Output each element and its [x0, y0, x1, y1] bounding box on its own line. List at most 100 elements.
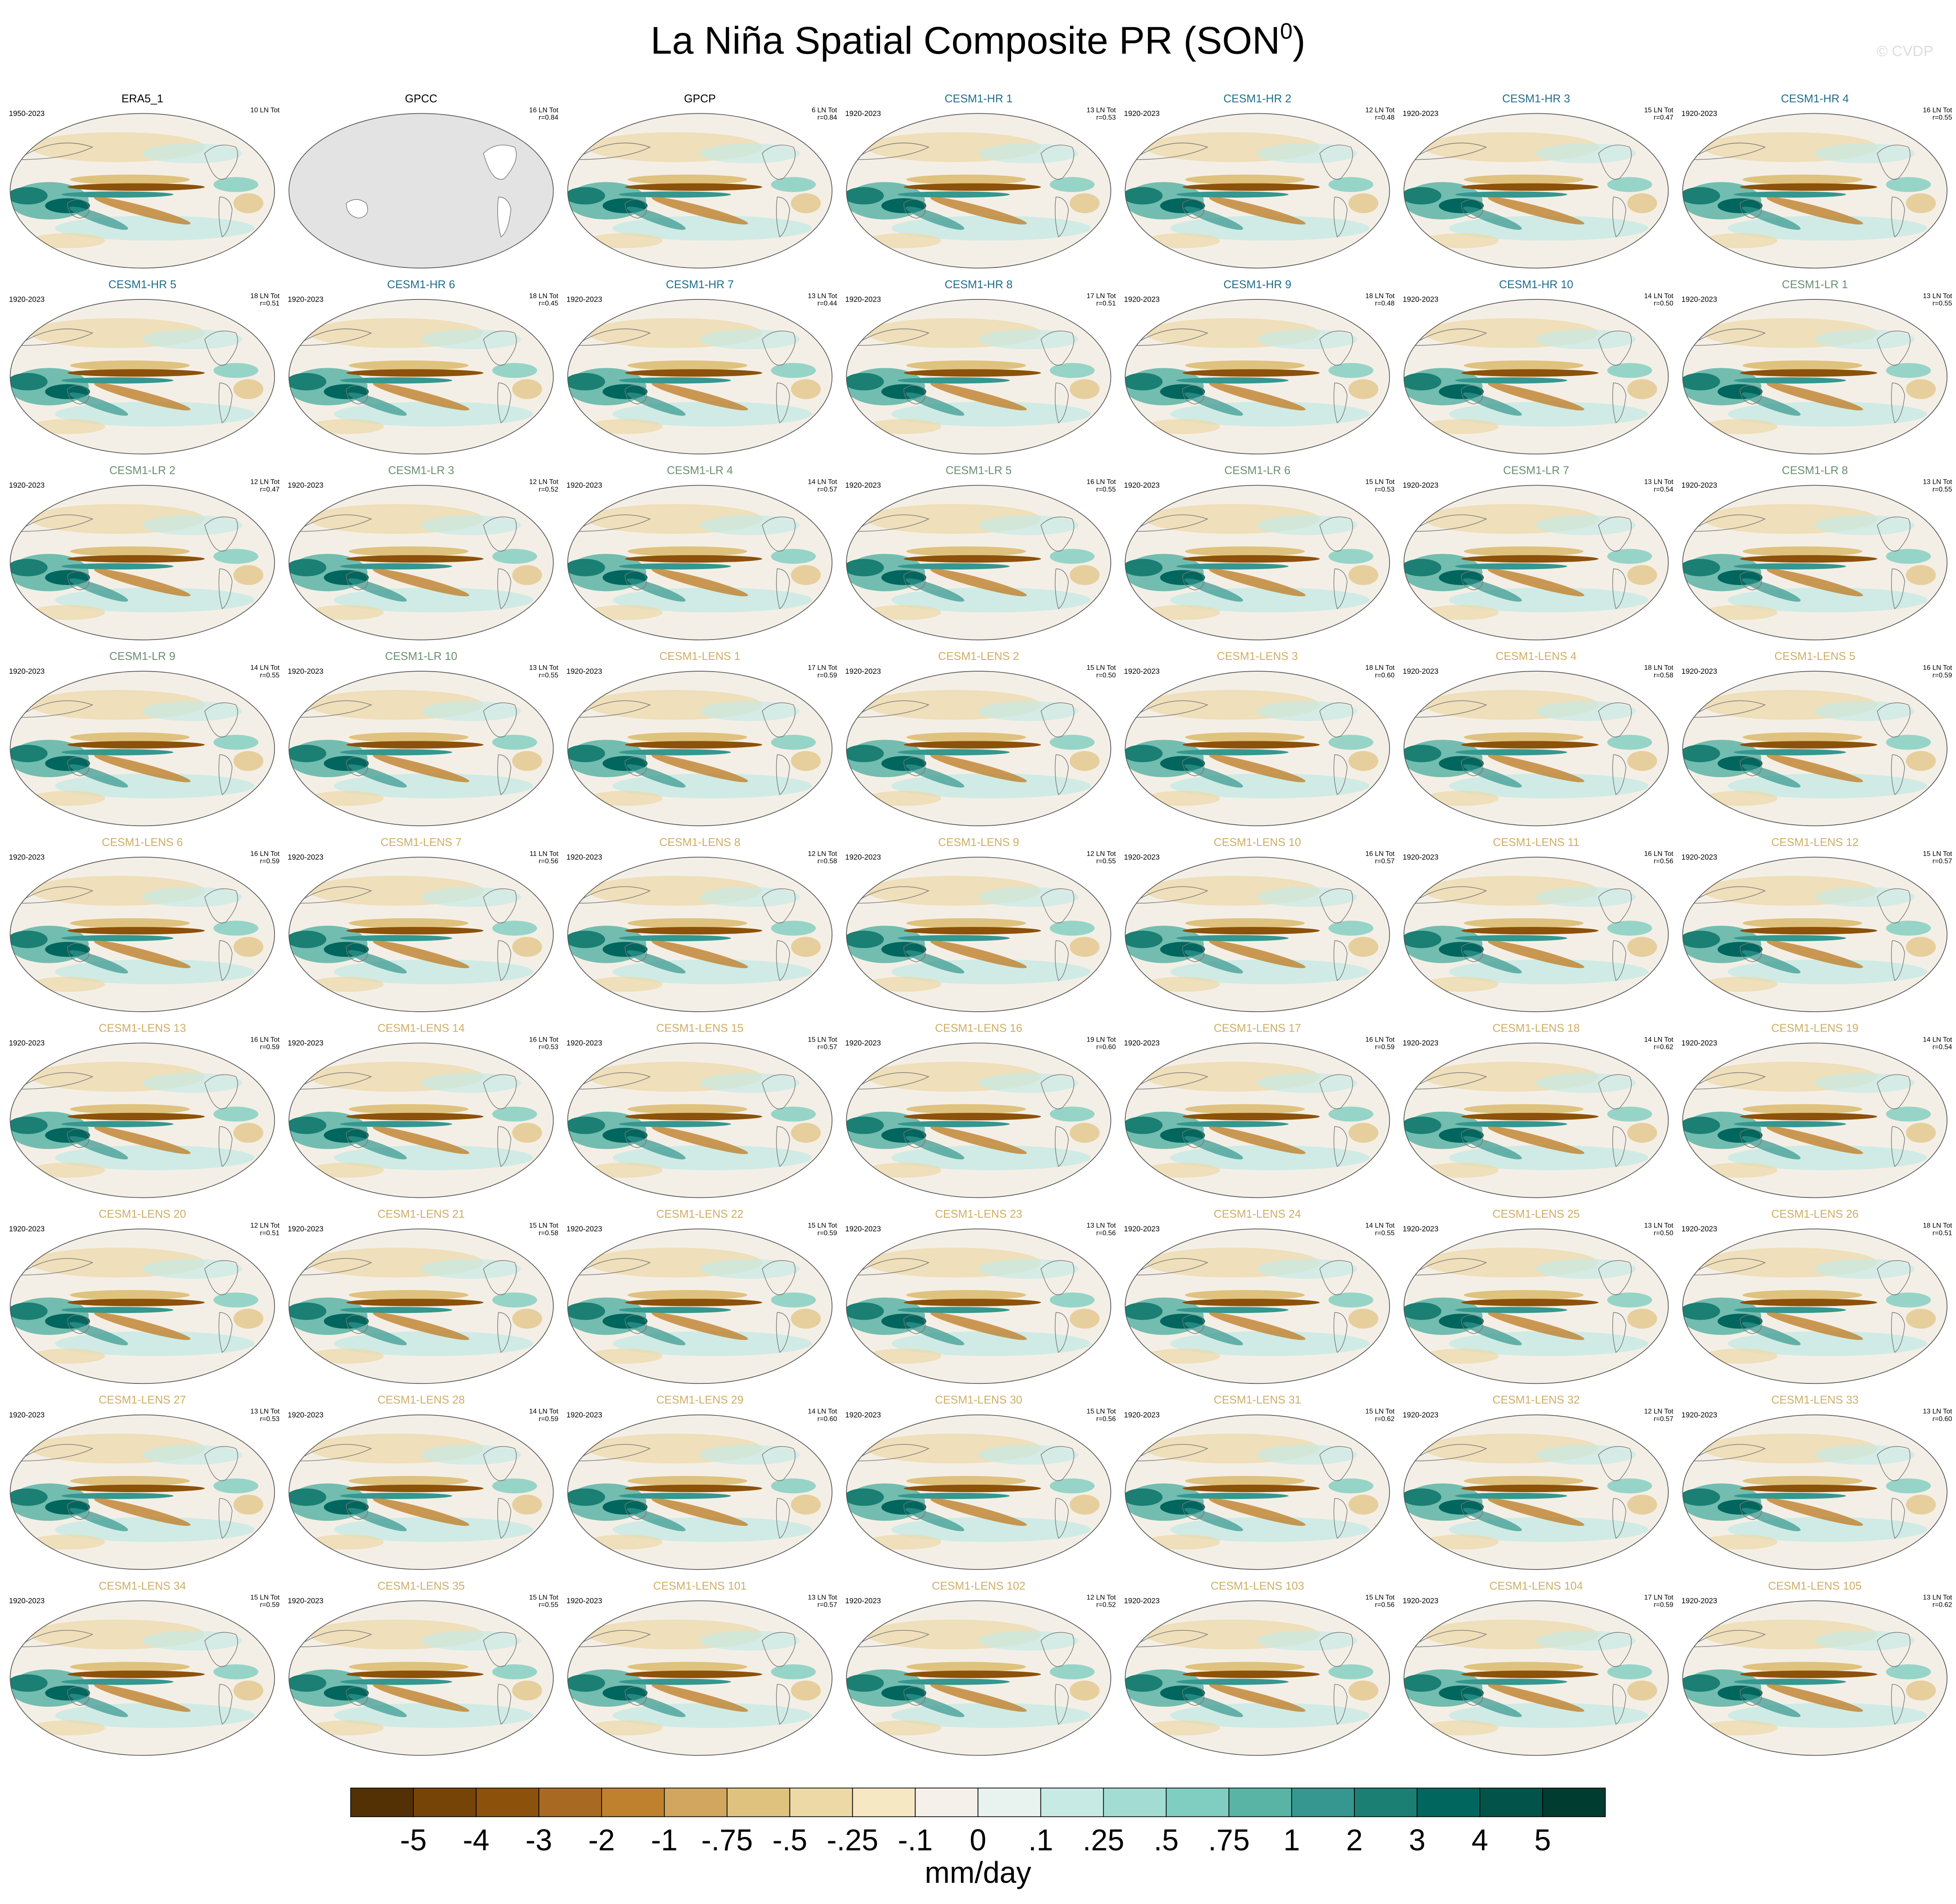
panel-count: 15 LN Tot — [808, 1036, 837, 1043]
panel-years: 1920-2023 — [1124, 1225, 1160, 1233]
panel-correlation: r=0.50 — [1654, 300, 1674, 307]
panel-years: 1920-2023 — [1403, 1596, 1439, 1605]
panel-correlation: r=0.55 — [1933, 300, 1953, 307]
panel-correlation: r=0.52 — [1096, 1602, 1116, 1609]
panel-title: CESM1-LR 9 — [110, 650, 176, 663]
colorbar-label: 0 — [970, 1823, 986, 1857]
panel-count: 13 LN Tot — [1086, 106, 1116, 114]
panel-title: CESM1-LENS 35 — [377, 1580, 465, 1592]
colorbar-box — [726, 1788, 790, 1817]
panel-title: GPCP — [684, 93, 715, 105]
panel-correlation: r=0.57 — [1375, 858, 1395, 865]
panel-count: 18 LN Tot — [529, 293, 558, 300]
map-field — [1123, 1601, 1390, 1755]
panel-count: 18 LN Tot — [1365, 664, 1395, 672]
panel-count: 14 LN Tot — [250, 664, 280, 672]
panel-years: 1920-2023 — [1403, 481, 1439, 489]
map-field — [1402, 485, 1669, 640]
panel-correlation: r=0.56 — [1654, 858, 1674, 865]
colorbar-box — [1040, 1788, 1104, 1817]
panel-years: 1920-2023 — [1124, 481, 1160, 489]
panel-years: 1920-2023 — [567, 1225, 603, 1233]
panel-count: 12 LN Tot — [1086, 1594, 1116, 1601]
colorbar-box — [789, 1788, 853, 1817]
panel-title: CESM1-LENS 24 — [1214, 1208, 1301, 1220]
map-field — [8, 671, 275, 826]
panel-count: 17 LN Tot — [808, 664, 837, 672]
panel-correlation: r=0.84 — [818, 114, 838, 122]
panel-title: CESM1-LENS 33 — [1771, 1394, 1859, 1406]
panel-years: 1920-2023 — [567, 1596, 603, 1605]
panel-correlation: r=0.59 — [260, 1044, 280, 1051]
map-field — [565, 671, 832, 826]
panel-title: CESM1-LENS 27 — [99, 1394, 186, 1406]
map-field — [287, 857, 554, 1012]
map-field — [565, 113, 832, 268]
panel-correlation: r=0.51 — [260, 1229, 280, 1237]
colorbar-label: .25 — [1083, 1823, 1124, 1857]
panel-years: 1920-2023 — [1682, 109, 1718, 118]
panel-correlation: r=0.58 — [818, 858, 838, 865]
panel-years: 1920-2023 — [567, 1039, 603, 1047]
panel-correlation: r=0.84 — [539, 114, 559, 122]
panel-count: 16 LN Tot — [1086, 479, 1116, 486]
panel-count: 13 LN Tot — [1923, 293, 1952, 300]
panel-correlation: r=0.56 — [539, 858, 559, 865]
panel-title: CESM1-LR 3 — [388, 465, 454, 477]
colorbar-label: .1 — [1028, 1823, 1054, 1857]
colorbar-label: -3 — [525, 1823, 552, 1857]
panel-years: 1920-2023 — [288, 1410, 324, 1419]
panel-title: CESM1-LENS 102 — [932, 1580, 1025, 1592]
panel-correlation: r=0.59 — [260, 1602, 280, 1609]
panel-years: 1920-2023 — [9, 295, 45, 304]
panel-years: 1920-2023 — [845, 481, 881, 489]
map-field — [1680, 485, 1947, 640]
panel-title: CESM1-LENS 32 — [1492, 1394, 1580, 1406]
panel-years: 1920-2023 — [288, 481, 324, 489]
panel-correlation: r=0.55 — [1933, 114, 1953, 122]
colorbar-label: -.5 — [772, 1823, 807, 1857]
panel-count: 13 LN Tot — [250, 1408, 280, 1415]
panel-correlation: r=0.51 — [1933, 1229, 1953, 1237]
panel-title: CESM1-HR 2 — [1223, 93, 1291, 105]
panel-years: 1920-2023 — [9, 1410, 45, 1419]
panel-years: 1920-2023 — [9, 667, 45, 675]
map-field — [287, 485, 554, 640]
colorbar-label: .75 — [1208, 1823, 1250, 1857]
panel-count: 18 LN Tot — [1644, 664, 1673, 672]
panel-count: 15 LN Tot — [1086, 1408, 1116, 1415]
panel-years: 1920-2023 — [288, 1596, 324, 1605]
colorbar-label: -2 — [588, 1823, 615, 1857]
panel-years: 1920-2023 — [1124, 852, 1160, 861]
map-field — [1680, 1601, 1947, 1755]
colorbar-box — [413, 1788, 477, 1817]
panel-title: CESM1-LR 7 — [1503, 465, 1569, 477]
panel-count: 13 LN Tot — [1086, 1222, 1116, 1229]
map-field — [287, 671, 554, 826]
panel-title: CESM1-LENS 22 — [656, 1208, 744, 1220]
map-field — [1402, 1601, 1669, 1755]
colorbar-label: 1 — [1283, 1823, 1300, 1857]
panel-count: 12 LN Tot — [250, 1222, 280, 1229]
panel-count: 18 LN Tot — [250, 293, 280, 300]
panel-correlation: r=0.57 — [1933, 858, 1952, 865]
panel-title: CESM1-LENS 13 — [99, 1022, 186, 1034]
panel-years: 1920-2023 — [9, 1039, 45, 1047]
